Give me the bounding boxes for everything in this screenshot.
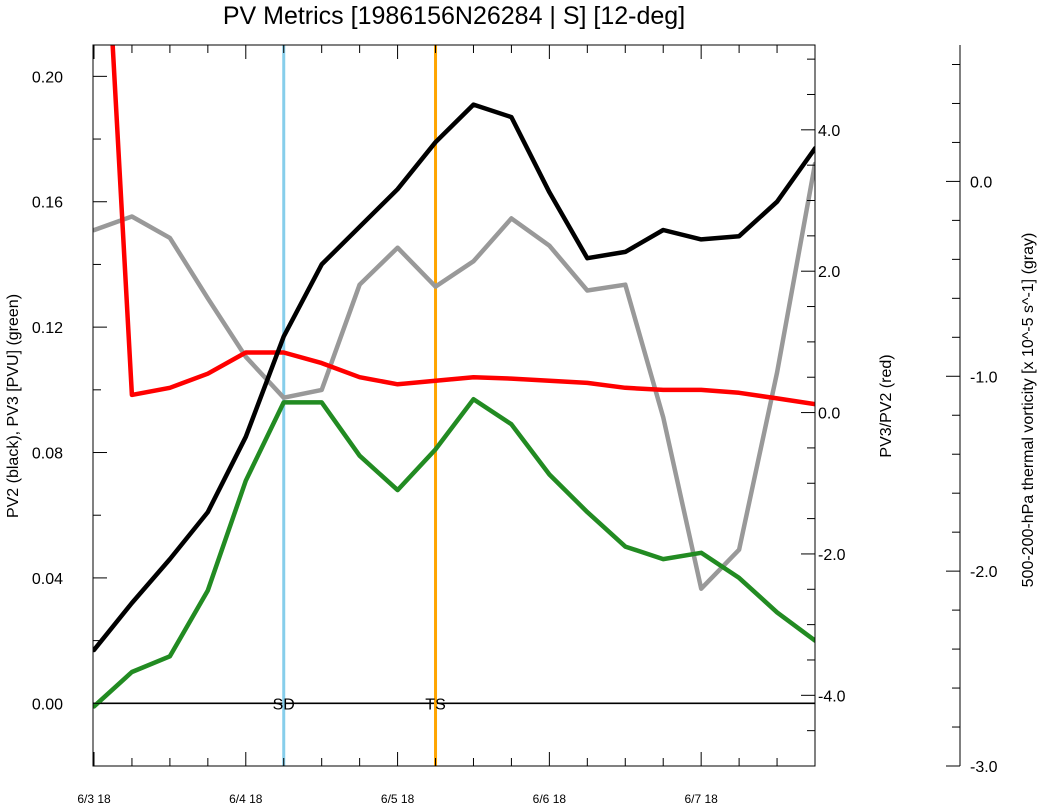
right-tick-label: -2.0 <box>818 547 846 564</box>
chart-title: PV Metrics [1986156N26284 | S] [12-deg] <box>223 2 685 30</box>
left-axis: 0.00 0.04 0.08 0.12 0.16 0.20 <box>32 69 107 767</box>
x-tick-label: 6/5 18 <box>381 792 415 805</box>
series-line-pv2 <box>93 102 815 653</box>
far-right-tick-label: -2.0 <box>970 564 998 581</box>
x-axis: 6/3 18 6/4 18 6/5 18 6/6 18 6/7 18 <box>77 45 816 805</box>
right-tick-label: 0.0 <box>818 406 840 423</box>
plot-area <box>93 45 815 766</box>
right-tick-label: 4.0 <box>818 123 840 140</box>
right-axis-title: PV3/PV2 (red) <box>878 354 895 457</box>
far-right-tick-label: -1.0 <box>970 369 998 386</box>
left-axis-title: PV2 (black), PV3 [PVU] (green) <box>5 294 22 518</box>
right-tick-label: 2.0 <box>818 264 840 281</box>
far-right-axis: -3.0 -2.0 -1.0 0.0 <box>946 45 998 776</box>
event-marker-label: SD <box>273 696 295 713</box>
left-tick-label: 0.20 <box>32 69 63 86</box>
x-tick-label: 6/3 18 <box>77 792 111 805</box>
far-right-tick-label: -3.0 <box>970 759 998 776</box>
event-marker-label: TS <box>425 696 445 713</box>
left-tick-label: 0.04 <box>32 571 63 588</box>
far-right-tick-label: 0.0 <box>970 174 992 191</box>
right-tick-label: -4.0 <box>818 688 846 705</box>
far-right-axis-title: 500-200-hPa thermal vorticity [x 10^-5 s… <box>1020 233 1037 588</box>
x-tick-label: 6/4 18 <box>229 792 263 805</box>
x-tick-label: 6/6 18 <box>533 792 567 805</box>
left-tick-label: 0.00 <box>32 696 63 713</box>
left-tick-label: 0.16 <box>32 195 63 212</box>
plot-frame <box>92 44 816 767</box>
series-line-pv3-pv2-ratio <box>110 45 815 407</box>
series-line-pv3 <box>93 396 815 709</box>
left-tick-label: 0.12 <box>32 320 63 337</box>
left-tick-label: 0.08 <box>32 446 63 463</box>
x-tick-label: 6/7 18 <box>684 792 718 805</box>
series-line-thermal-vorticity <box>93 161 815 591</box>
right-axis: -4.0 -2.0 0.0 2.0 4.0 <box>801 58 846 767</box>
